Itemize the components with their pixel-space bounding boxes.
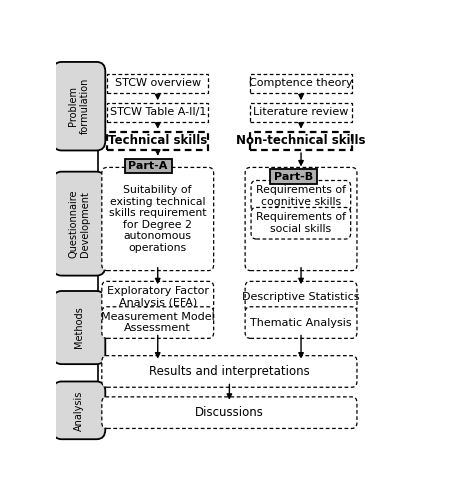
FancyBboxPatch shape xyxy=(102,307,214,338)
Text: Part-B: Part-B xyxy=(274,172,313,181)
Text: STCW Table A-II/1: STCW Table A-II/1 xyxy=(110,108,206,118)
FancyBboxPatch shape xyxy=(102,356,357,387)
FancyBboxPatch shape xyxy=(53,62,106,150)
Text: Analysis: Analysis xyxy=(74,390,84,430)
FancyBboxPatch shape xyxy=(251,208,351,239)
Text: Measurement Model
Assessment: Measurement Model Assessment xyxy=(101,312,215,334)
FancyBboxPatch shape xyxy=(107,132,208,150)
Text: Results and interpretations: Results and interpretations xyxy=(149,365,310,378)
FancyBboxPatch shape xyxy=(250,74,352,92)
Text: Problem
formulation: Problem formulation xyxy=(68,78,90,134)
Text: Questionnaire
Development: Questionnaire Development xyxy=(68,190,90,258)
Text: Discussions: Discussions xyxy=(195,406,264,419)
FancyBboxPatch shape xyxy=(102,397,357,428)
FancyBboxPatch shape xyxy=(251,180,351,212)
FancyBboxPatch shape xyxy=(102,168,214,270)
Text: Technical skills: Technical skills xyxy=(108,134,207,147)
FancyBboxPatch shape xyxy=(124,158,172,173)
Text: Non-technical skills: Non-technical skills xyxy=(236,134,366,147)
Text: Requirements of
cognitive skills: Requirements of cognitive skills xyxy=(256,186,346,207)
Text: Requirements of
social skills: Requirements of social skills xyxy=(256,212,346,234)
FancyBboxPatch shape xyxy=(53,172,106,276)
FancyBboxPatch shape xyxy=(250,103,352,122)
Text: Literature review: Literature review xyxy=(253,108,349,118)
Text: Descriptive Statistics: Descriptive Statistics xyxy=(242,292,360,302)
FancyBboxPatch shape xyxy=(245,307,357,338)
Text: STCW overview: STCW overview xyxy=(115,78,201,88)
FancyBboxPatch shape xyxy=(250,132,352,150)
FancyBboxPatch shape xyxy=(107,74,208,92)
FancyBboxPatch shape xyxy=(270,170,317,184)
Text: Suitability of
existing technical
skills requirement
for Degree 2
autonomous
ope: Suitability of existing technical skills… xyxy=(109,185,207,253)
Text: Thematic Analysis: Thematic Analysis xyxy=(250,318,352,328)
FancyBboxPatch shape xyxy=(102,282,214,313)
FancyBboxPatch shape xyxy=(245,282,357,313)
Text: Part-A: Part-A xyxy=(129,161,168,171)
FancyBboxPatch shape xyxy=(245,168,357,270)
FancyBboxPatch shape xyxy=(53,291,106,364)
FancyBboxPatch shape xyxy=(107,103,208,122)
Text: Comptence theory: Comptence theory xyxy=(249,78,353,88)
Text: Methods: Methods xyxy=(74,306,84,348)
Text: Exploratory Factor
Analysis (EFA): Exploratory Factor Analysis (EFA) xyxy=(107,286,209,308)
FancyBboxPatch shape xyxy=(53,382,106,439)
